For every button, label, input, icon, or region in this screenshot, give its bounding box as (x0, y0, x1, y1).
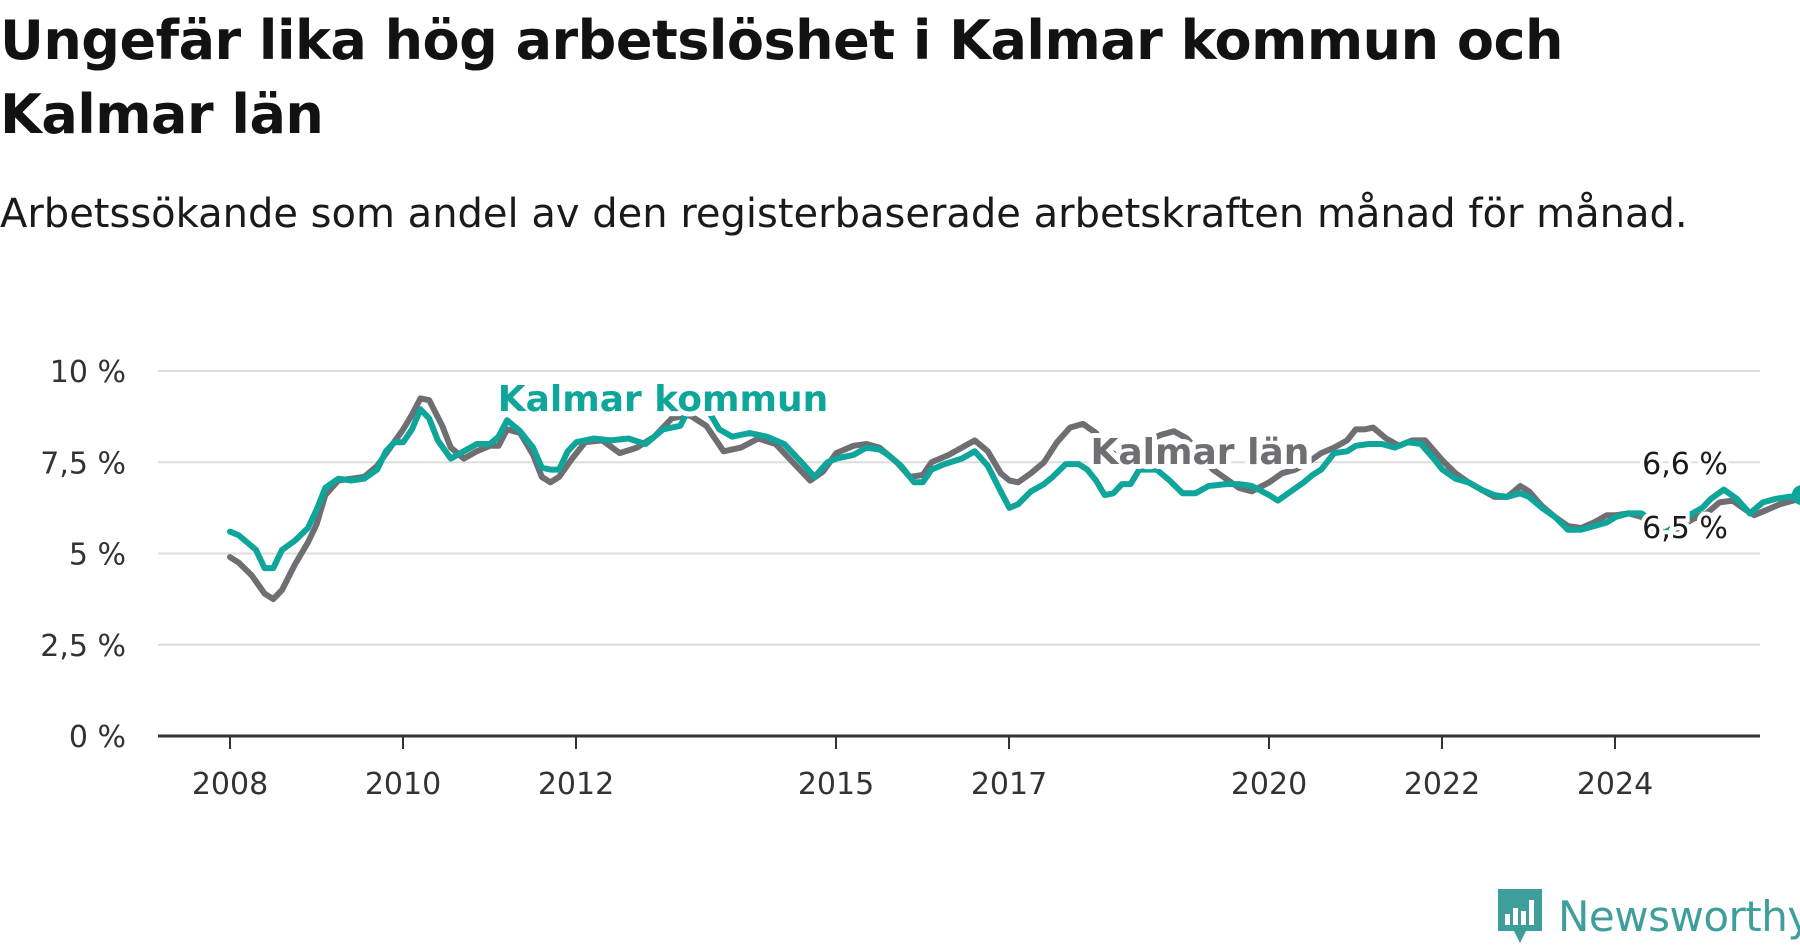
y-tick-label: 0 % (69, 720, 126, 755)
y-tick-label: 5 % (69, 538, 126, 573)
x-tick-label: 2020 (1231, 767, 1307, 802)
chart-title: Ungefär lika hög arbetslöshet i Kalmar k… (0, 9, 1563, 146)
x-tick-label: 2022 (1404, 767, 1480, 802)
x-tick-label: 2017 (971, 767, 1047, 802)
x-tick-label: 2008 (192, 767, 268, 802)
end-value-label: 6,6 % (1642, 447, 1728, 482)
y-tick-label: 7,5 % (40, 446, 126, 481)
brand-logo: Newsworthy (1496, 886, 1800, 946)
x-tick-label: 2015 (798, 767, 874, 802)
y-axis-tick-labels: 0 % 2,5 % 5 % 7,5 % 10 % (40, 355, 126, 755)
x-axis: 2008 2010 2012 2015 2017 2020 2022 2024 (158, 734, 1760, 802)
series-line-kalmar-kommun (227, 397, 1800, 572)
series-lines (227, 395, 1800, 603)
chart-subtitle: Arbetssökande som andel av den registerb… (0, 191, 1688, 237)
brand-name: Newsworthy (1558, 891, 1800, 941)
x-tick-label: 2024 (1577, 767, 1653, 802)
y-tick-label: 10 % (50, 355, 126, 390)
y-tick-label: 2,5 % (40, 629, 126, 664)
series-labels: Kalmar kommun Kalmar län 6,6 % 6,5 % (493, 374, 1800, 550)
newsworthy-logo-icon (1498, 889, 1542, 943)
series-label: Kalmar län (1090, 432, 1309, 473)
grid-lines (158, 370, 1760, 646)
series-label: Kalmar kommun (498, 379, 829, 420)
end-value-label: 6,5 % (1642, 511, 1728, 546)
end-point-marker (1791, 485, 1800, 505)
x-tick-label: 2012 (538, 767, 614, 802)
x-tick-label: 2010 (365, 767, 441, 802)
series-line-kalmar-län (227, 395, 1800, 603)
